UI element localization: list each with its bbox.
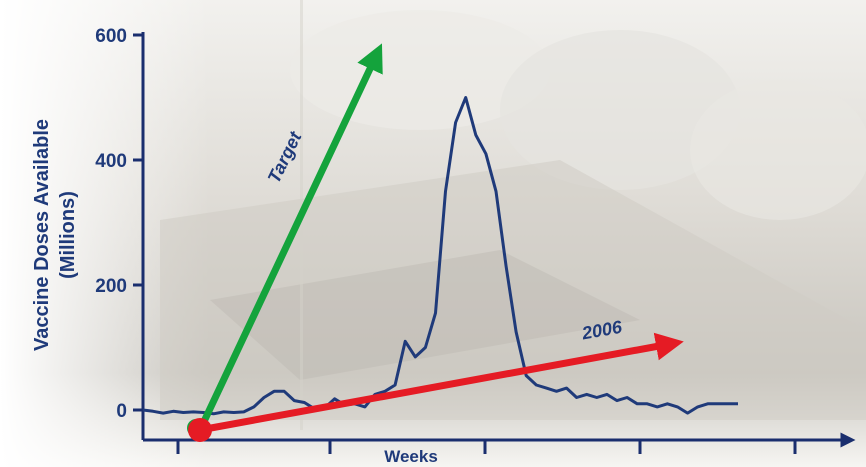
y-tick-label: 400 [95,151,127,172]
y-ticks: 0 200 400 600 [95,26,143,422]
y-tick-label: 600 [95,26,127,47]
origin-marker [188,418,212,442]
series-line [142,96,738,416]
y-tick-label: 0 [116,401,127,422]
y-tick-label: 200 [95,276,127,297]
axes [141,32,856,448]
x-axis-label: Weeks [384,447,438,466]
x-ticks [176,440,797,454]
y-axis-label-line1: Vaccine Doses Available [31,119,53,351]
series-group [142,96,738,416]
y-axis-title: Vaccine Doses Available (Millions) [31,119,79,351]
2006-arrow [199,332,684,434]
y-axis-label-line2: (Millions) [57,191,79,279]
target-arrow [196,43,383,432]
